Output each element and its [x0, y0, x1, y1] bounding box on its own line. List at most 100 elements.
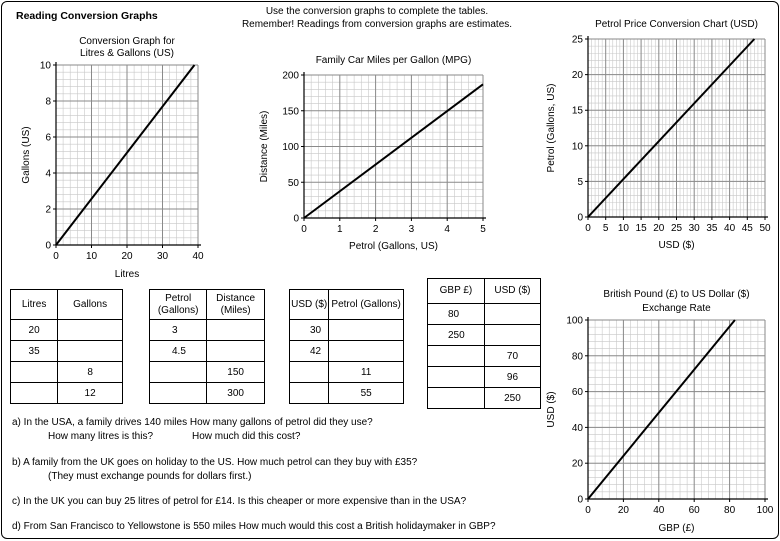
table-row: 300 — [148, 382, 265, 404]
table-cell[interactable] — [148, 361, 208, 383]
table-row: 4.5 — [148, 340, 265, 362]
y-tick-label: 25 — [572, 35, 584, 46]
table-row: 96 — [427, 366, 542, 388]
table-cell[interactable] — [483, 324, 542, 346]
y-tick-label: 20 — [572, 459, 584, 470]
question-b-line-1: b) A family from the UK goes on holiday … — [12, 457, 418, 468]
table-header: USD ($) — [483, 278, 542, 304]
table-cell[interactable]: 70 — [483, 345, 542, 367]
table-cell[interactable]: 12 — [57, 382, 123, 404]
y-tick-label: 5 — [577, 177, 583, 188]
chart-title: Litres & Gallons (US) — [80, 48, 174, 59]
x-axis-label: Litres — [115, 269, 139, 280]
x-tick-label: 25 — [671, 223, 683, 234]
table-cell[interactable]: 30 — [288, 319, 330, 341]
table-cell[interactable] — [288, 382, 330, 404]
table-cell[interactable] — [328, 319, 404, 341]
table-cell[interactable] — [328, 340, 404, 362]
table-row: 80 — [427, 303, 542, 325]
y-tick-label: 0 — [577, 495, 583, 506]
x-tick-label: 2 — [373, 224, 379, 235]
x-tick-label: 4 — [444, 224, 450, 235]
table-cell[interactable] — [427, 387, 485, 409]
y-axis-label: Gallons (US) — [21, 126, 32, 183]
table-row: 3 — [148, 319, 265, 341]
y-tick-label: 20 — [572, 70, 584, 81]
x-axis-label: GBP (£) — [659, 523, 695, 534]
table-cell[interactable] — [57, 319, 123, 341]
table-cell[interactable] — [427, 366, 485, 388]
question-a-line-1: a) In the USA, a family drives 140 miles… — [12, 417, 373, 428]
x-axis-label: USD ($) — [658, 240, 694, 251]
x-tick-label: 0 — [585, 223, 591, 234]
table-row: 150 — [148, 361, 265, 383]
x-tick-label: 10 — [86, 251, 98, 262]
instructions-line-1: Use the conversion graphs to complete th… — [265, 6, 489, 17]
conversion-chart-3: 0 5 10 15 20 25 30 35 40 45 50 0 5 10 15 20 25 Petrol Pri… — [546, 19, 771, 251]
table-header: USD ($) — [288, 289, 330, 320]
table-cell[interactable] — [148, 382, 208, 404]
table-cell[interactable]: 96 — [483, 366, 542, 388]
table-cell[interactable] — [427, 345, 485, 367]
table-header: Petrol (Gallons) — [328, 289, 404, 320]
y-tick-label: 150 — [282, 106, 299, 117]
y-tick-label: 100 — [566, 316, 583, 327]
table-header: Litres — [9, 289, 59, 320]
table-cell[interactable] — [483, 303, 542, 325]
table-cell[interactable] — [9, 382, 59, 404]
chart-title: Conversion Graph for — [79, 36, 175, 47]
table-row: 42 — [288, 340, 404, 362]
table-header: Distance (Miles) — [206, 289, 265, 320]
table-cell[interactable] — [57, 340, 123, 362]
table-row: 8 — [9, 361, 123, 383]
table-cell[interactable] — [206, 340, 265, 362]
table-cell[interactable]: 55 — [328, 382, 404, 404]
table-cell[interactable] — [206, 319, 265, 341]
conversion-line — [303, 83, 484, 219]
y-tick-label: 0 — [293, 214, 299, 225]
table-cell[interactable]: 20 — [9, 319, 59, 341]
table-cell[interactable]: 42 — [288, 340, 330, 362]
table-cell[interactable]: 11 — [328, 361, 404, 383]
x-tick-label: 45 — [742, 223, 754, 234]
table-cell[interactable]: 250 — [427, 324, 485, 346]
y-tick-label: 15 — [572, 106, 584, 117]
chart-title: Petrol Price Conversion Chart (USD) — [595, 19, 758, 30]
table-cell[interactable] — [9, 361, 59, 383]
x-tick-label: 3 — [409, 224, 415, 235]
conversion-line — [587, 38, 756, 218]
conversion-chart-4: 0 20 40 60 80 100 0 20 40 60 80 100 British Pound (£… — [546, 289, 774, 534]
question-a-line-2: How many litres is this? — [48, 431, 154, 442]
table-cell[interactable]: 80 — [427, 303, 485, 325]
y-tick-label: 80 — [572, 351, 584, 362]
table-row: 70 — [427, 345, 542, 367]
worksheet-title: Reading Conversion Graphs — [16, 10, 158, 22]
table-cell[interactable]: 35 — [9, 340, 59, 362]
table-row: 30 — [288, 319, 404, 341]
table-cell[interactable]: 8 — [57, 361, 123, 383]
conversion-line — [55, 64, 196, 246]
usd-petrol-table: USD ($) Petrol (Gallons) 30 42 11 55 — [288, 289, 404, 404]
y-tick-label: 10 — [572, 141, 584, 152]
x-tick-label: 5 — [480, 224, 486, 235]
table-cell[interactable] — [288, 361, 330, 383]
x-tick-label: 40 — [192, 251, 204, 262]
x-tick-label: 10 — [618, 223, 630, 234]
table-cell[interactable]: 3 — [148, 319, 208, 341]
x-tick-label: 30 — [689, 223, 701, 234]
x-tick-label: 0 — [585, 505, 591, 516]
table-cell[interactable]: 4.5 — [148, 340, 208, 362]
table-cell[interactable]: 300 — [206, 382, 265, 404]
x-tick-label: 20 — [618, 505, 630, 516]
table-cell[interactable]: 150 — [206, 361, 265, 383]
y-tick-label: 2 — [45, 205, 51, 216]
x-tick-label: 0 — [53, 251, 59, 262]
x-tick-label: 0 — [301, 224, 307, 235]
x-axis-label: Petrol (Gallons, US) — [349, 241, 438, 252]
table-cell[interactable]: 250 — [483, 387, 542, 409]
y-tick-label: 8 — [45, 97, 51, 108]
